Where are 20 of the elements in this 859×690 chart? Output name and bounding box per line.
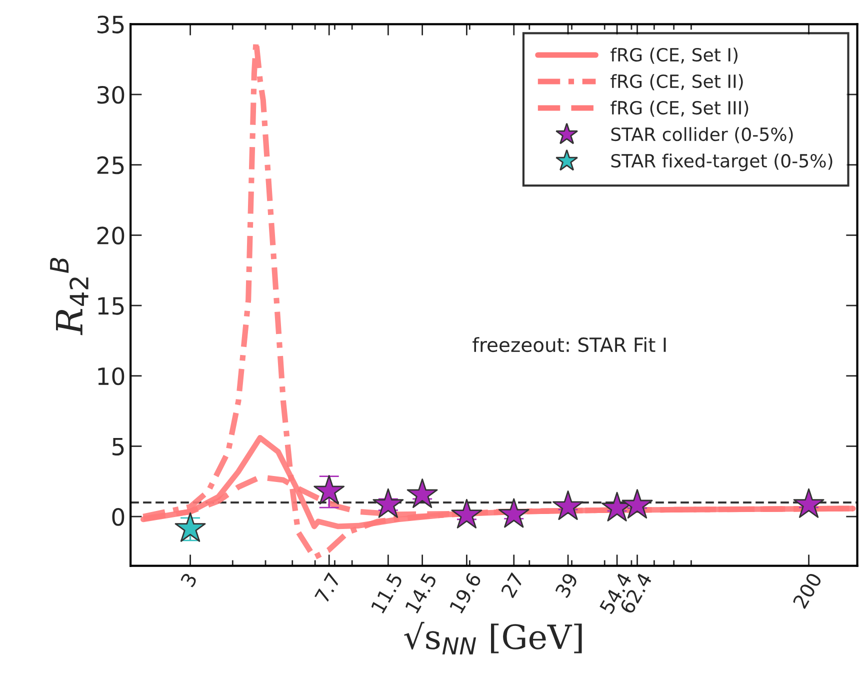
legend-label: fRG (CE, Set III) [610,100,748,117]
x-tick-label: 39 [554,572,578,598]
y-tick-label: 30 [97,86,124,104]
legend-label: fRG (CE, Set I) [610,48,738,64]
x-tick-label: 27 [500,572,524,598]
x-tick-label: 7.7 [314,572,341,604]
annotation: freezeout: STAR Fit I [472,337,666,352]
legend-label: fRG (CE, Set II) [610,74,743,90]
y-axis-title: R$_{42}$$^{B}$ [50,258,88,336]
y-tick-label: 0 [112,508,124,526]
legend-label: STAR collider (0-5%) [611,127,793,144]
y-tick-label: 5 [112,438,124,456]
y-tick-label: 25 [97,156,124,174]
y-tick-label: 35 [97,16,124,34]
x-axis-title: √s$_{NN}$ [GeV] [404,622,582,654]
legend-label: STAR fixed-target (0-5%) [611,154,832,172]
y-tick-label: 15 [98,297,124,315]
y-tick-label: 20 [97,226,124,244]
x-tick-label: 3 [180,572,198,588]
y-tick-label: 10 [98,367,124,386]
